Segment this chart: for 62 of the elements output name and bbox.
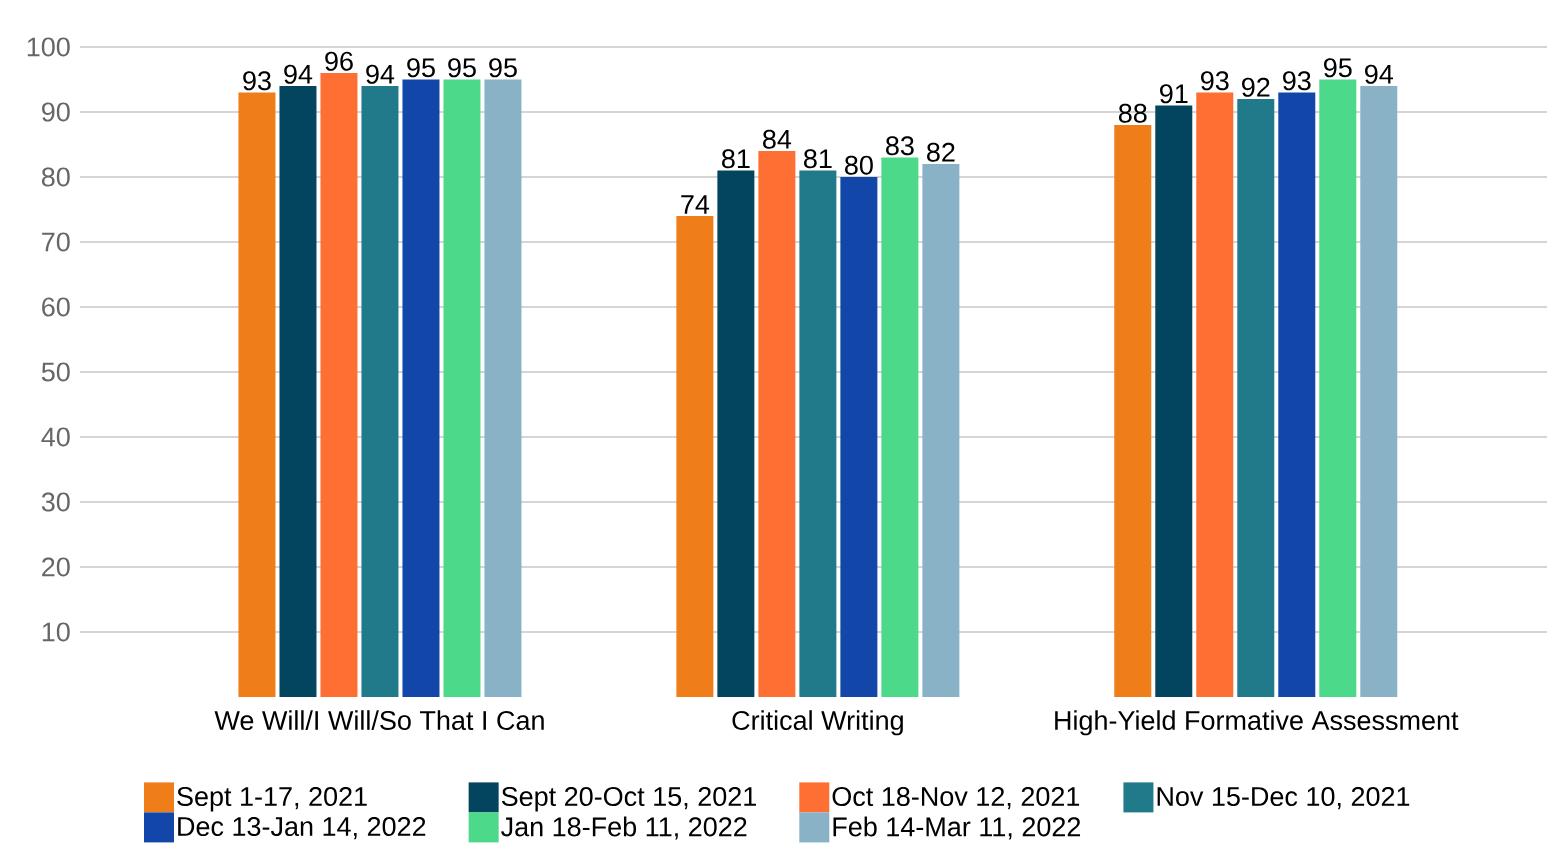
bar bbox=[676, 216, 714, 697]
y-tick-label: 50 bbox=[41, 362, 70, 382]
bar bbox=[1155, 105, 1193, 697]
data-label: 95 bbox=[448, 58, 476, 78]
data-label: 81 bbox=[804, 149, 832, 169]
x-tick-label: We Will/I Will/So That I Can bbox=[214, 710, 544, 731]
data-label: 94 bbox=[366, 64, 395, 84]
data-label: 95 bbox=[1324, 58, 1352, 78]
y-tick-label: 70 bbox=[42, 232, 70, 252]
bar bbox=[361, 86, 399, 697]
bar bbox=[443, 79, 481, 697]
y-tick-label: 40 bbox=[41, 427, 70, 447]
data-label: 94 bbox=[284, 64, 313, 84]
bar bbox=[238, 92, 276, 697]
data-label: 92 bbox=[1242, 77, 1270, 97]
y-tick-label: 10 bbox=[42, 622, 70, 642]
data-label: 80 bbox=[845, 155, 873, 175]
x-tick-label: High-Yield Formative Assessment bbox=[1055, 710, 1459, 736]
bar bbox=[1319, 79, 1357, 697]
bar bbox=[1237, 99, 1275, 697]
bar bbox=[840, 177, 878, 697]
bar bbox=[922, 164, 960, 697]
bar bbox=[881, 157, 919, 697]
data-label: 81 bbox=[722, 149, 750, 169]
data-label: 95 bbox=[489, 58, 517, 78]
bar bbox=[799, 170, 837, 697]
bar bbox=[1360, 86, 1398, 697]
data-label: 93 bbox=[1201, 71, 1229, 91]
bar bbox=[717, 170, 755, 697]
bar bbox=[1196, 92, 1234, 697]
data-label: 74 bbox=[681, 195, 710, 214]
data-label: 83 bbox=[886, 136, 914, 156]
legend-label: Feb 14-Mar 11, 2022 bbox=[833, 816, 1081, 840]
data-label: 95 bbox=[407, 58, 435, 78]
bar bbox=[402, 79, 440, 697]
data-label: 88 bbox=[1118, 103, 1147, 123]
bar bbox=[1114, 125, 1152, 697]
legend-label: Sept 1-17, 2021 bbox=[177, 786, 367, 812]
bar bbox=[758, 151, 796, 697]
y-tick-label: 30 bbox=[41, 492, 70, 512]
bar bbox=[279, 86, 317, 697]
x-tick-label: Critical Writing bbox=[732, 710, 903, 736]
data-label: 94 bbox=[1365, 64, 1393, 84]
legend-label: Jan 18-Feb 11, 2022 bbox=[501, 816, 747, 840]
y-tick-label: 20 bbox=[42, 557, 70, 577]
data-label: 84 bbox=[763, 129, 792, 149]
legend-label: Dec 13-Jan 14, 2022 bbox=[178, 816, 426, 840]
data-label: 96 bbox=[325, 51, 353, 71]
y-tick-label: 60 bbox=[42, 297, 70, 317]
data-label: 91 bbox=[1160, 84, 1188, 104]
y-tick-label: 90 bbox=[42, 102, 70, 122]
data-label: 82 bbox=[927, 142, 955, 162]
y-tick-label: 100 bbox=[27, 37, 70, 57]
bar bbox=[320, 73, 358, 697]
data-label: 93 bbox=[1283, 71, 1311, 91]
y-tick-label: 80 bbox=[41, 167, 70, 187]
data-label: 93 bbox=[243, 71, 271, 91]
legend-label: Oct 18-Nov 12, 2021 bbox=[832, 786, 1080, 810]
bar bbox=[1278, 92, 1316, 697]
legend-label: Sept 20-Oct 15, 2021 bbox=[501, 786, 756, 812]
bar bbox=[484, 79, 522, 697]
legend-label: Nov 15-Dec 10, 2021 bbox=[1157, 786, 1410, 810]
